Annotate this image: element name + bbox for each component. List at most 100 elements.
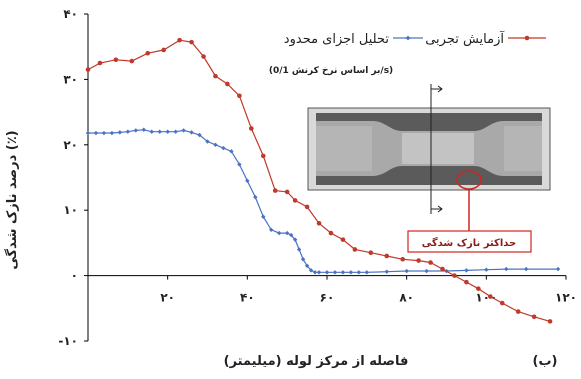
legend-marker-experimental (524, 35, 530, 41)
data-point (304, 204, 310, 210)
series-layer (85, 37, 561, 324)
data-point (328, 230, 334, 236)
data-point (157, 129, 162, 134)
data-point (145, 50, 151, 56)
data-point (416, 258, 421, 263)
legend-marker-fea (405, 35, 411, 41)
data-point (177, 37, 182, 43)
y-tick-label: ۰ (71, 269, 78, 283)
data-point (149, 129, 154, 134)
data-point (515, 309, 521, 314)
data-point (316, 270, 322, 275)
data-point (364, 270, 370, 275)
data-point (504, 266, 509, 272)
data-point (101, 130, 107, 136)
data-point (284, 230, 290, 236)
data-point (324, 270, 330, 275)
data-point (476, 286, 481, 291)
data-point (173, 129, 178, 134)
data-point (125, 129, 131, 134)
data-point (85, 130, 91, 136)
data-point (300, 257, 306, 262)
data-point (253, 194, 258, 200)
data-point (109, 130, 115, 136)
data-point (368, 250, 374, 256)
data-point (296, 247, 302, 252)
data-point (277, 230, 282, 236)
x-tick-label: ۶۰ (320, 291, 335, 305)
y-tick-label: ۲۰ (63, 138, 78, 152)
data-point (261, 214, 266, 219)
x-tick-label: ۸۰ (399, 291, 414, 305)
x-axis-label: فاصله از مرکز لوله (میلیمتر) (224, 354, 409, 369)
series-1 (85, 37, 553, 324)
data-point (229, 149, 234, 154)
legend-label-fea: تحلیل اجزای محدود (284, 32, 390, 47)
data-point (547, 319, 553, 324)
data-point (133, 128, 138, 133)
data-point (555, 266, 561, 272)
data-point (531, 314, 537, 320)
y-tick-label: ۳۰ (63, 72, 78, 86)
data-point (484, 267, 489, 272)
data-point (129, 58, 135, 64)
data-point (304, 263, 310, 268)
x-tick-label: ۱۲۰ (555, 291, 577, 305)
data-point (308, 268, 314, 273)
data-point (384, 253, 390, 259)
data-point (225, 81, 230, 87)
y-tick-label: ۴۰ (63, 7, 78, 21)
data-point (213, 73, 218, 79)
data-point (348, 270, 354, 275)
data-point (165, 129, 170, 134)
x-tick-label: ۱۰۰ (475, 291, 497, 305)
data-point (237, 93, 242, 99)
data-point (272, 188, 278, 193)
y-tick-label: -۱۰ (58, 334, 78, 348)
data-point (352, 247, 358, 252)
data-point (249, 126, 254, 131)
data-point (404, 268, 409, 274)
data-point (205, 139, 210, 144)
callout-box (407, 230, 532, 253)
data-point (181, 128, 186, 133)
data-point (141, 127, 146, 132)
data-point (356, 270, 362, 275)
data-point (117, 130, 123, 135)
callout-label: حداکثر نازک شدگی (422, 236, 517, 249)
data-point (464, 279, 469, 285)
data-point (284, 189, 290, 195)
data-point (237, 162, 242, 167)
data-point (340, 270, 346, 275)
data-point (269, 227, 274, 233)
data-point (189, 39, 194, 45)
callout: حداکثر نازک شدگی (407, 230, 532, 253)
data-point (260, 153, 266, 159)
panel-label: (ب) (533, 354, 558, 369)
series-0 (85, 127, 561, 275)
data-point (213, 142, 218, 147)
data-point (499, 300, 505, 306)
data-point (292, 198, 298, 203)
data-point (161, 47, 166, 53)
y-ticks: -۱۰ ۰ ۱۰ ۲۰ ۳۰ ۴۰ (58, 7, 88, 348)
data-point (452, 273, 457, 278)
legend: آزمایش تجربی تحلیل اجزای محدود (284, 30, 546, 47)
data-point (440, 266, 445, 272)
data-point (523, 266, 529, 272)
data-point (400, 256, 405, 262)
tube-photo (307, 84, 551, 233)
data-point (464, 268, 469, 273)
data-point (424, 268, 429, 274)
data-point (93, 130, 99, 136)
data-point (97, 60, 103, 66)
y-tick-label: ۱۰ (63, 203, 78, 217)
data-point (197, 132, 202, 138)
strain-rate-note: (بر اساس نرخ کرنش 0/1/s) (269, 66, 393, 76)
data-point (428, 260, 433, 265)
data-point (113, 57, 119, 63)
data-point (316, 220, 322, 226)
data-point (189, 130, 194, 135)
data-point (288, 232, 294, 238)
axes: -۱۰ ۰ ۱۰ ۲۰ ۳۰ ۴۰ ۲۰ ۴۰ ۶۰ ۸۰ ۱۰۰ ۱۲۰ (58, 7, 577, 348)
